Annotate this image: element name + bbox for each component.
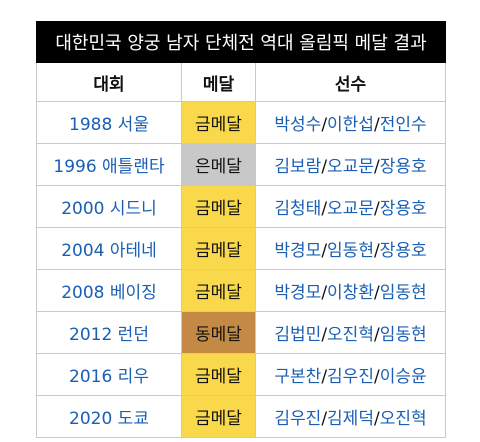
- games-cell: 2012 런던: [36, 311, 182, 354]
- athlete-link[interactable]: 장용호: [379, 157, 427, 177]
- table-row: 2008 베이징 금메달 박경모/이창환/임동현: [36, 269, 447, 312]
- medal-cell-gold: 금메달: [181, 353, 256, 396]
- athlete-link[interactable]: 박경모: [274, 241, 322, 261]
- athlete-link[interactable]: 오진혁: [327, 325, 374, 345]
- header-games: 대회: [36, 62, 182, 102]
- athlete-separator: /: [373, 157, 380, 177]
- header-medal: 메달: [181, 62, 256, 102]
- header-athletes: 선수: [254, 62, 447, 102]
- games-link[interactable]: 1996 애틀랜타: [53, 157, 165, 177]
- athlete-link[interactable]: 이창환: [327, 283, 374, 303]
- athlete-separator: /: [373, 199, 380, 219]
- athlete-separator: /: [321, 157, 328, 177]
- athletes-cell: 박경모/임동현/장용호: [254, 227, 447, 270]
- athlete-link[interactable]: 임동현: [379, 325, 427, 345]
- games-cell: 1988 서울: [36, 101, 182, 144]
- athlete-separator: /: [321, 325, 328, 345]
- games-link[interactable]: 2004 아테네: [61, 241, 157, 261]
- table-body: 1988 서울 금메달 박성수/이한섭/전인수 1996 애틀랜타 은메달 김보람/오교문…: [36, 101, 447, 438]
- games-cell: 2016 리우: [36, 353, 182, 396]
- table-row: 2016 리우 금메달 구본찬/김우진/이승윤: [36, 353, 447, 396]
- athlete-link[interactable]: 오교문: [327, 199, 374, 219]
- athlete-link[interactable]: 김제덕: [327, 409, 374, 429]
- athlete-link[interactable]: 임동현: [379, 283, 427, 303]
- table-row: 2020 도쿄 금메달 김우진/김제덕/오진혁: [36, 395, 447, 438]
- games-link[interactable]: 2008 베이징: [61, 283, 157, 303]
- table-row: 1996 애틀랜타 은메달 김보람/오교문/장용호: [36, 143, 447, 186]
- table-row: 2000 시드니 금메달 김청태/오교문/장용호: [36, 185, 447, 228]
- athlete-separator: /: [373, 325, 380, 345]
- athlete-separator: /: [321, 115, 328, 135]
- games-link[interactable]: 2020 도쿄: [69, 409, 149, 429]
- athlete-link[interactable]: 전인수: [379, 115, 427, 135]
- athlete-link[interactable]: 김우진: [274, 409, 322, 429]
- athlete-link[interactable]: 오교문: [327, 157, 374, 177]
- athletes-cell: 박성수/이한섭/전인수: [254, 101, 447, 144]
- athletes-cell: 김청태/오교문/장용호: [254, 185, 447, 228]
- athlete-link[interactable]: 김청태: [274, 199, 322, 219]
- table-row: 1988 서울 금메달 박성수/이한섭/전인수: [36, 101, 447, 144]
- games-cell: 2000 시드니: [36, 185, 182, 228]
- table-row: 2012 런던 동메달 김법민/오진혁/임동현: [36, 311, 447, 354]
- athlete-link[interactable]: 이한섭: [327, 115, 374, 135]
- athlete-link[interactable]: 오진혁: [379, 409, 427, 429]
- athlete-link[interactable]: 박경모: [274, 283, 322, 303]
- table-row: 2004 아테네 금메달 박경모/임동현/장용호: [36, 227, 447, 270]
- athlete-separator: /: [321, 283, 328, 303]
- athlete-separator: /: [373, 115, 380, 135]
- medal-cell-bronze: 동메달: [181, 311, 256, 354]
- games-cell: 2020 도쿄: [36, 395, 182, 438]
- athlete-link[interactable]: 장용호: [379, 241, 427, 261]
- medal-cell-gold: 금메달: [181, 227, 256, 270]
- games-cell: 2004 아테네: [36, 227, 182, 270]
- athlete-link[interactable]: 박성수: [274, 115, 322, 135]
- athletes-cell: 김법민/오진혁/임동현: [254, 311, 447, 354]
- athlete-link[interactable]: 장용호: [379, 199, 427, 219]
- games-link[interactable]: 1988 서울: [69, 115, 149, 135]
- games-link[interactable]: 2016 리우: [69, 367, 149, 387]
- athlete-link[interactable]: 구본찬: [274, 367, 322, 387]
- athlete-link[interactable]: 이승윤: [379, 367, 427, 387]
- athlete-separator: /: [373, 409, 380, 429]
- athlete-link[interactable]: 김법민: [274, 325, 322, 345]
- games-link[interactable]: 2012 런던: [69, 325, 149, 345]
- athlete-separator: /: [321, 367, 328, 387]
- athletes-cell: 박경모/이창환/임동현: [254, 269, 447, 312]
- medal-cell-gold: 금메달: [181, 101, 256, 144]
- athlete-separator: /: [321, 241, 328, 261]
- athlete-separator: /: [373, 241, 380, 261]
- medal-cell-silver: 은메달: [181, 143, 256, 186]
- athlete-link[interactable]: 임동현: [327, 241, 374, 261]
- athlete-separator: /: [321, 199, 328, 219]
- athletes-cell: 김우진/김제덕/오진혁: [254, 395, 447, 438]
- athlete-separator: /: [373, 367, 380, 387]
- table-title: 대한민국 양궁 남자 단체전 역대 올림픽 메달 결과: [35, 21, 447, 63]
- games-cell: 2008 베이징: [36, 269, 182, 312]
- athlete-separator: /: [321, 409, 328, 429]
- medal-results-table: 대한민국 양궁 남자 단체전 역대 올림픽 메달 결과 대회 메달 선수 198…: [35, 21, 447, 438]
- games-cell: 1996 애틀랜타: [36, 143, 182, 186]
- athlete-link[interactable]: 김보람: [274, 157, 322, 177]
- games-link[interactable]: 2000 시드니: [61, 199, 157, 219]
- athletes-cell: 구본찬/김우진/이승윤: [254, 353, 447, 396]
- medal-cell-gold: 금메달: [181, 185, 256, 228]
- athletes-cell: 김보람/오교문/장용호: [254, 143, 447, 186]
- athlete-separator: /: [373, 283, 380, 303]
- medal-cell-gold: 금메달: [181, 269, 256, 312]
- athlete-link[interactable]: 김우진: [327, 367, 374, 387]
- medal-cell-gold: 금메달: [181, 395, 256, 438]
